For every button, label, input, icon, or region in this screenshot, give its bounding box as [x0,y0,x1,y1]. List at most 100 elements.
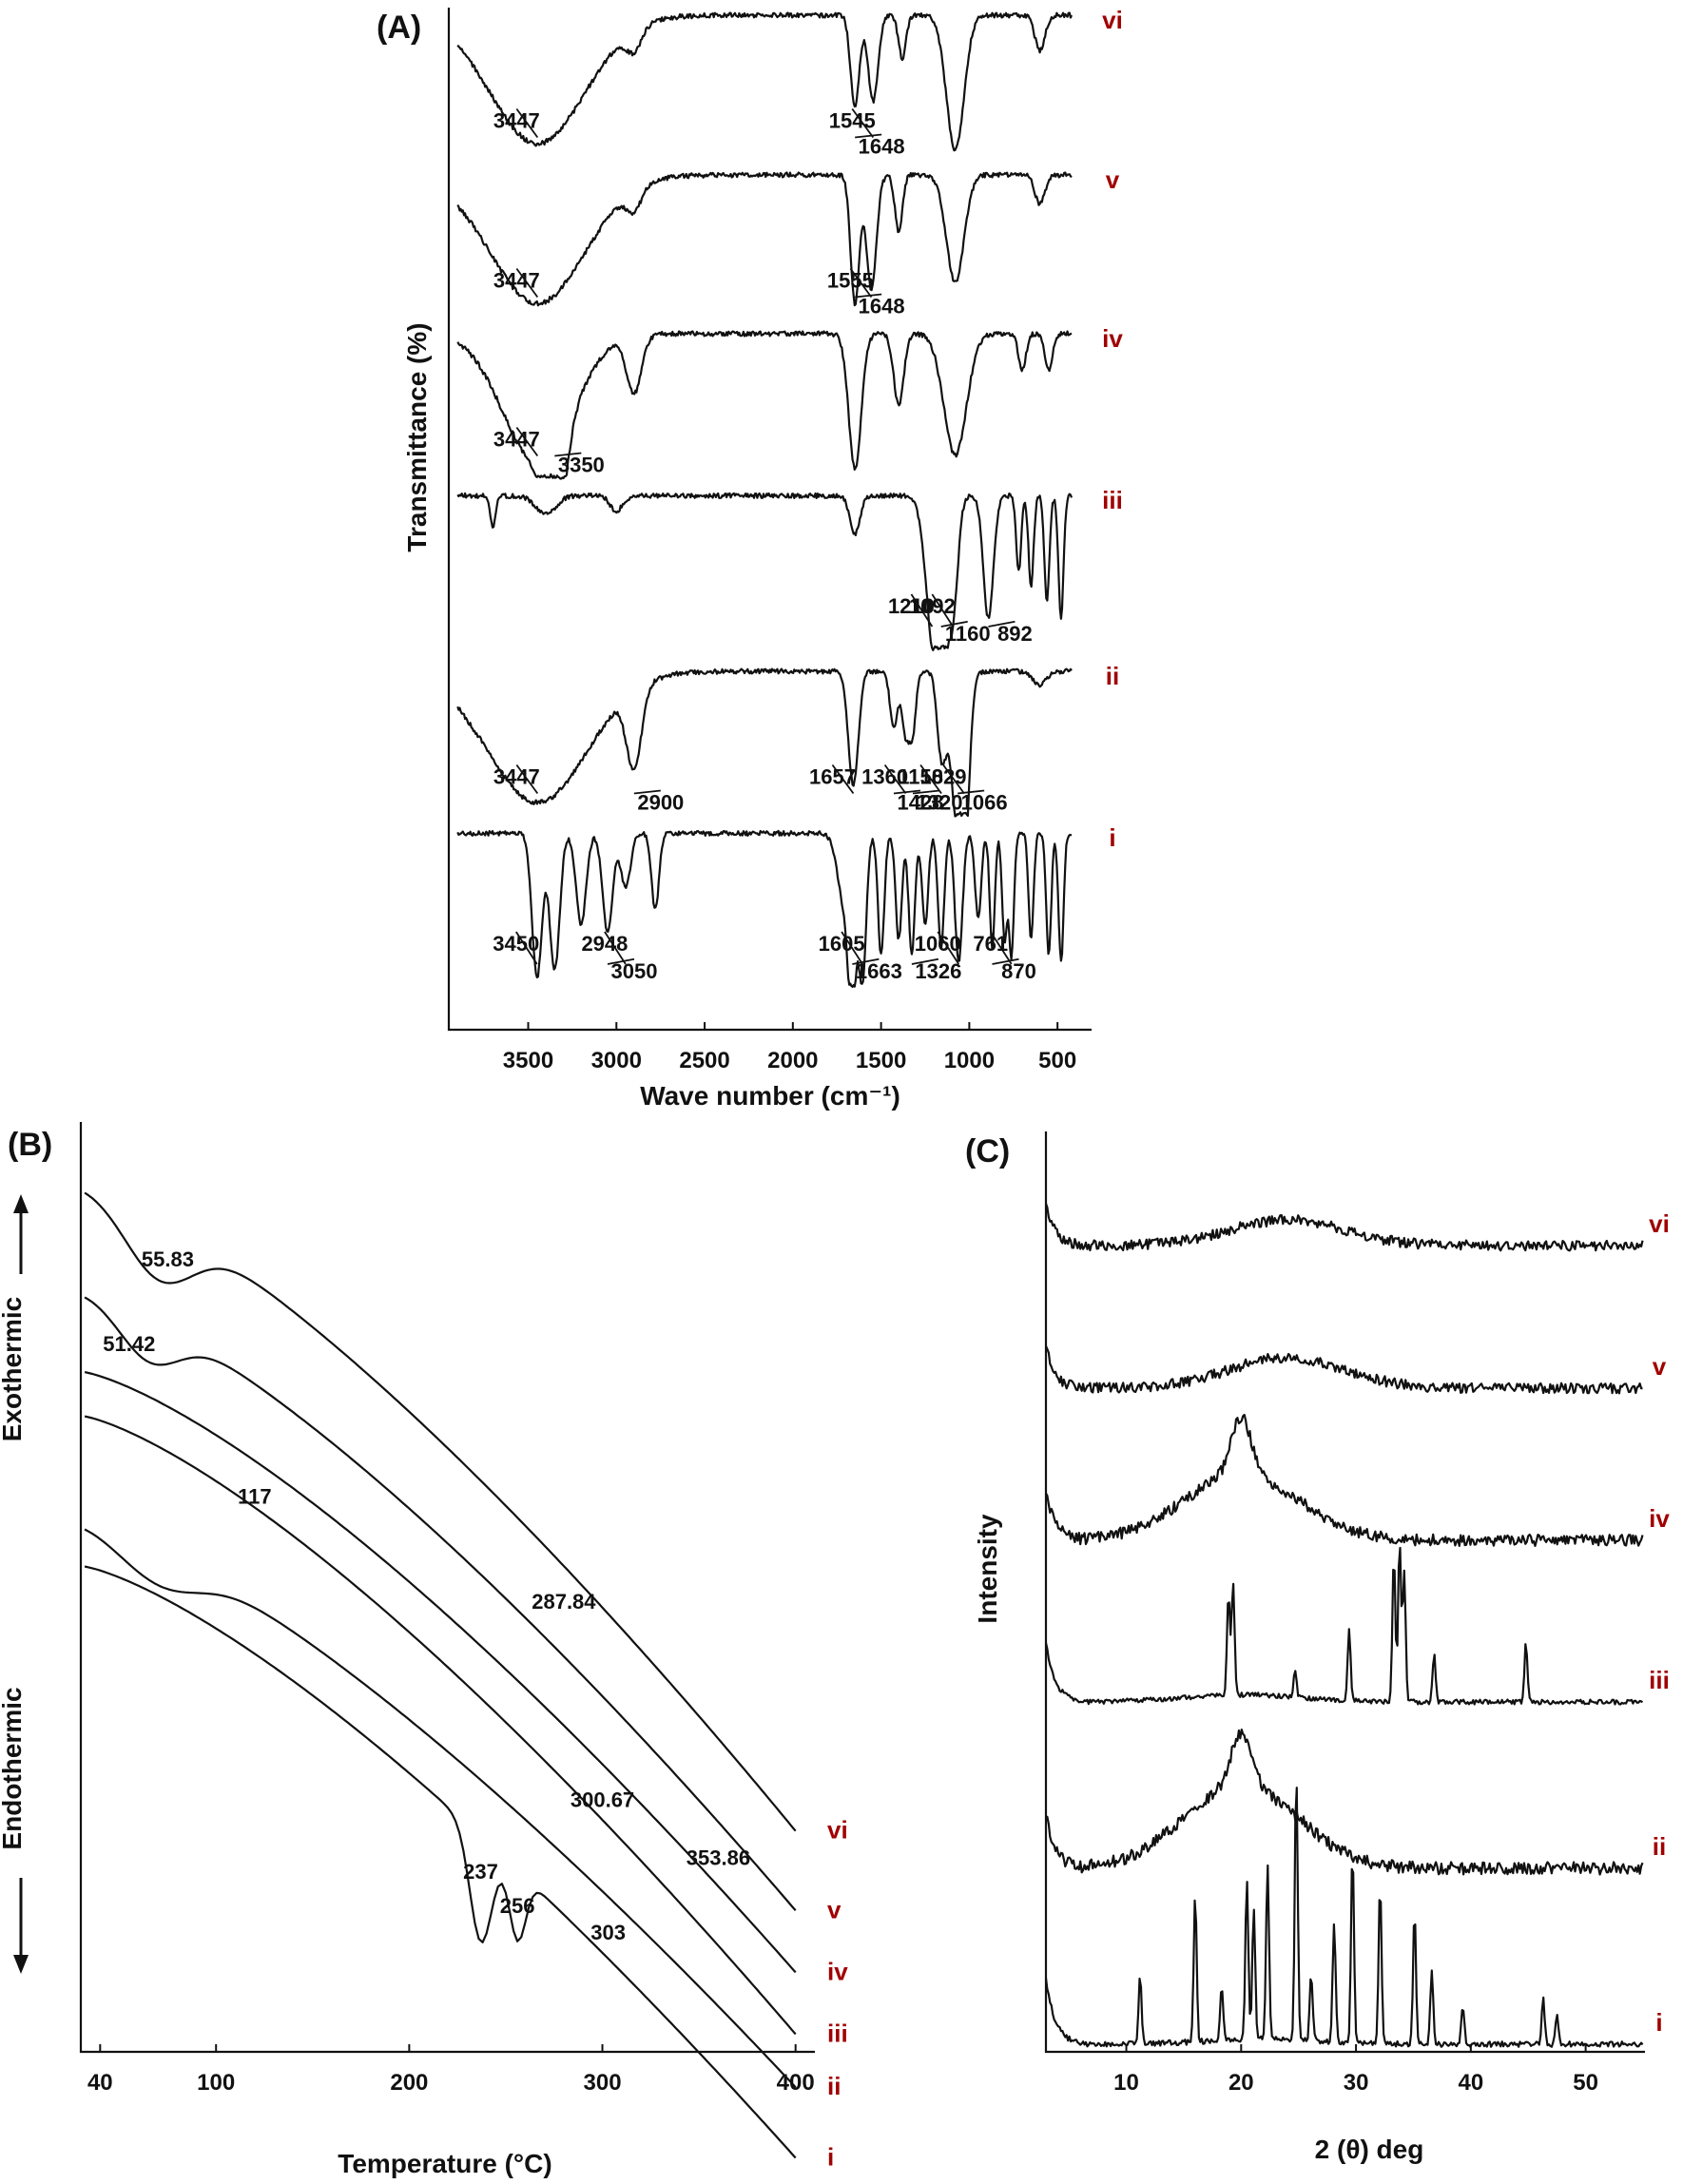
panel-b-traces [84,1191,797,2159]
annotation-leader [940,620,968,628]
annotation-leader [937,931,960,965]
peak-annotation: 1605 [819,932,865,956]
peak-annotation: 1545 [829,109,876,133]
trace-label-iv: iv [1102,324,1123,353]
peak-annotation: 1657 [809,765,856,789]
peak-annotation: 1066 [961,791,1008,815]
xrd-trace-vi [1044,1203,1644,1252]
peak-annotation: 1360 [861,765,908,789]
peak-annotation: 1320 [917,791,963,815]
xtick-label: 1000 [944,1048,995,1073]
trace-label-iv: iv [827,1957,848,1985]
annotation-leader [851,107,874,139]
peak-annotation: 1326 [915,959,961,983]
dsc-trace-iii [84,1415,797,2036]
xrd-trace-ii [1045,1728,1644,1876]
annotation-leader [912,789,940,795]
peak-annotation: 1158 [898,765,943,789]
annotation-leader [515,763,539,795]
annotation-leader [992,957,1019,965]
xtick-label: 10 [1113,2070,1139,2096]
xtick-label: 200 [390,2070,428,2096]
peak-annotation: 3350 [558,454,605,477]
peak-annotation: 3447 [493,428,540,452]
annotation-leader [911,957,939,965]
panel-a: (A) 3500 3000 2500 2000 1500 1000 500 viviviii… [377,6,1123,1111]
thermal-event-annotation: 55.83 [142,1247,194,1271]
thermal-event-annotation: 353.86 [687,1846,750,1869]
annotation-leader [910,593,934,628]
xtick-label: 40 [87,2070,113,2096]
thermal-event-annotation: 303 [590,1921,626,1944]
annotation-leader [942,763,965,795]
peak-annotation: 2948 [581,932,628,956]
trace-label-ii: ii [827,2072,841,2100]
xtick-label: 100 [197,2070,235,2096]
dsc-trace-v [84,1296,797,1912]
peak-annotation: 1060 [915,932,961,956]
xrd-trace-v [1044,1345,1643,1395]
ftir-trace-iii [456,492,1074,651]
trace-label-vi: vi [1649,1209,1670,1238]
trace-label-i: i [827,2142,834,2171]
panel-a-xticks: 3500 3000 2500 2000 1500 1000 500 [503,1022,1076,1073]
annotation-leader [855,293,882,299]
xtick-label: 50 [1573,2070,1598,2096]
dsc-trace-ii [84,1528,797,2088]
trace-label-v: v [827,1895,842,1923]
peak-annotation: 1092 [909,594,956,618]
annotation-leader [554,452,582,457]
xrd-trace-iv [1045,1413,1644,1548]
xtick-label: 300 [584,2070,622,2096]
annotation-leader [931,593,955,628]
trace-label-i: i [1655,2008,1662,2037]
annotation-leader [852,957,880,965]
trace-label-i: i [1109,823,1115,852]
xtick-label: 2500 [679,1048,729,1073]
trace-label-iii: iii [1649,1666,1670,1694]
annotation-leader [633,789,661,795]
dsc-trace-i [84,1565,797,2159]
ftir-trace-i [456,829,1073,989]
annotation-leader [515,426,539,457]
peak-annotation: 870 [1001,959,1036,983]
exothermic-arrow [13,1194,29,1274]
xtick-label: 3000 [591,1048,642,1073]
trace-label-iii: iii [1102,486,1123,514]
thermal-event-annotation: 51.42 [103,1332,155,1356]
peak-annotation: 1210 [888,594,935,618]
xtick-label: 40 [1458,2070,1483,2096]
annotation-leader [515,267,539,299]
panel-a-axis [447,8,1092,1032]
trace-label-v: v [1653,1352,1667,1381]
panel-c-traces [1044,1203,1644,2048]
trace-label-iv: iv [1649,1504,1670,1533]
panel-c-axis [1044,1131,1645,2054]
peak-annotation: 3447 [493,765,540,789]
xtick-label: 20 [1228,2070,1254,2096]
annotation-leader [841,931,863,965]
panel-b-xticks: 40 100 200 300 400 [87,2044,815,2096]
annotation-leader [849,267,873,299]
annotation-leader [604,931,627,965]
panel-b-axis [79,1122,815,2054]
annotation-leader [515,931,538,965]
peak-annotation: 1428 [897,791,943,815]
annotation-leader [988,620,1016,628]
trace-label-vi: vi [1102,6,1123,34]
peak-annotation: 1029 [920,765,967,789]
panel-b-xlabel: Temperature (°C) [338,2149,551,2178]
panel-a-ylabel: Transmittance (%) [402,322,432,551]
peak-annotation: 1555 [827,269,874,293]
peak-annotation: 2900 [637,791,684,815]
trace-label-vi: vi [827,1816,848,1845]
xtick-label: 3500 [503,1048,553,1073]
panel-c-ylabel: Intensity [973,1514,1002,1624]
xtick-label: 2000 [767,1048,818,1073]
annotation-leader [958,789,985,795]
dsc-trace-iv [84,1371,797,1974]
